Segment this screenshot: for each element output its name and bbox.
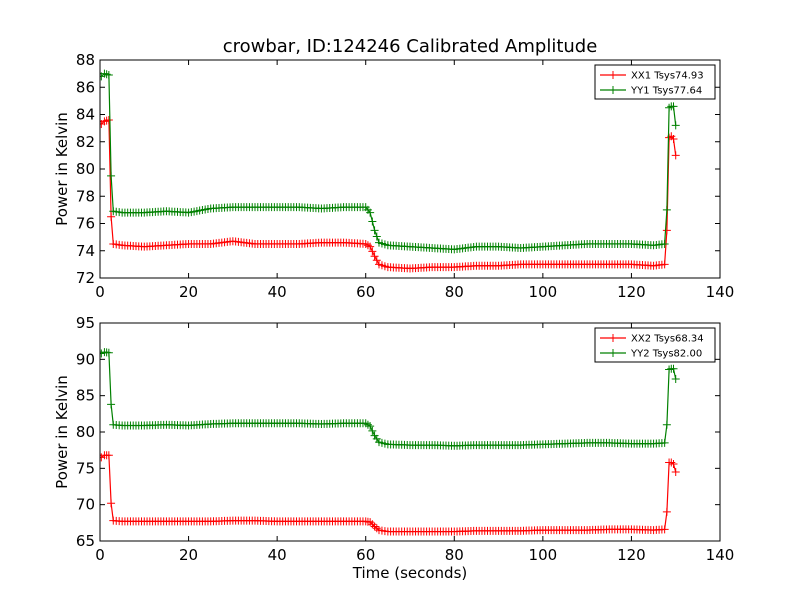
- data-point: [368, 217, 377, 226]
- legend-entry-yy2: YY2 Tsys82.00: [600, 349, 702, 360]
- x-tick-label: 140: [706, 283, 735, 301]
- series-layer-bottom: [100, 348, 680, 536]
- data-point: [669, 135, 678, 144]
- legend-label-yy2: YY2 Tsys82.00: [630, 349, 702, 360]
- data-point: [662, 205, 671, 214]
- x-tick-label: 40: [268, 546, 287, 564]
- data-point: [104, 451, 113, 460]
- data-point: [107, 212, 116, 221]
- data-point: [669, 102, 678, 111]
- y-tick-label: 74: [76, 242, 95, 260]
- y-tick-label: 88: [76, 51, 95, 69]
- legend-top: XX1 Tsys74.93 YY1 Tsys77.64: [594, 64, 716, 100]
- x-tick-label: 0: [95, 283, 105, 301]
- ticks-bottom: 0 20 40 60 80 100 120 140 65 70 75 80 85 90 95: [76, 314, 734, 564]
- data-point: [671, 121, 680, 130]
- data-point: [662, 226, 671, 235]
- data-point: [669, 459, 678, 468]
- legend-label-xx1: XX1 Tsys74.93: [631, 71, 704, 82]
- series-markers-0-1: [100, 69, 680, 254]
- data-point: [107, 171, 116, 180]
- data-point: [671, 374, 680, 383]
- y-tick-label: 70: [76, 496, 95, 514]
- data-point: [107, 400, 116, 409]
- data-point: [370, 252, 379, 261]
- chart-bottom: 0 20 40 60 80 100 120 140 65 70 75 80 85 90 95 Power i…: [53, 314, 734, 582]
- data-point: [366, 208, 375, 217]
- legend-marker: [609, 86, 617, 94]
- legend-entry-xx2: XX2 Tsys68.34: [600, 334, 704, 345]
- data-point: [372, 256, 381, 265]
- data-point: [662, 420, 671, 429]
- legend-marker: [609, 349, 617, 357]
- y-tick-label: 80: [76, 160, 95, 178]
- data-point: [366, 242, 375, 251]
- data-point: [107, 499, 116, 508]
- data-point: [104, 70, 113, 79]
- y-tick-label: 82: [76, 133, 95, 151]
- y-tick-label: 84: [76, 106, 95, 124]
- series-markers-1-0: [100, 451, 680, 536]
- x-tick-label: 140: [706, 546, 735, 564]
- data-point: [660, 438, 669, 447]
- y-tick-label: 90: [76, 350, 95, 368]
- legend-bottom: XX2 Tsys68.34 YY2 Tsys82.00: [594, 327, 716, 363]
- x-tick-label: 60: [356, 283, 375, 301]
- y-tick-label: 72: [76, 269, 95, 287]
- x-tick-label: 100: [529, 546, 558, 564]
- legend-box-top: [594, 64, 716, 100]
- chart-top: 0 20 40 60 80 100 120 140 72 74 76 78 80 82 84 86 88 cro…: [53, 36, 734, 301]
- x-axis-label-bottom: Time (seconds): [352, 564, 468, 582]
- series-markers-1-1: [100, 348, 680, 450]
- data-point: [104, 115, 113, 124]
- data-point: [104, 348, 113, 357]
- data-point: [372, 232, 381, 241]
- ticks-top: 0 20 40 60 80 100 120 140 72 74 76 78 80 82 84 86 88: [76, 51, 734, 301]
- chart-title: crowbar, ID:124246 Calibrated Amplitude: [223, 36, 598, 57]
- data-point: [366, 422, 375, 431]
- data-point: [370, 226, 379, 235]
- x-tick-label: 80: [445, 283, 464, 301]
- y-tick-label: 75: [76, 459, 95, 477]
- x-tick-label: 20: [179, 283, 198, 301]
- legend-entry-yy1: YY1 Tsys77.64: [600, 86, 702, 97]
- y-tick-label: 86: [76, 78, 95, 96]
- y-tick-label: 76: [76, 215, 95, 233]
- x-tick-label: 80: [445, 546, 464, 564]
- legend-box-bottom: [594, 327, 716, 363]
- data-point: [662, 507, 671, 516]
- x-tick-label: 0: [95, 546, 105, 564]
- legend-marker: [609, 71, 617, 79]
- x-tick-label: 40: [268, 283, 287, 301]
- y-axis-label-bottom: Power in Kelvin: [53, 375, 71, 489]
- series-layer-top: [100, 69, 680, 273]
- data-point: [671, 151, 680, 160]
- y-tick-label: 80: [76, 423, 95, 441]
- y-tick-label: 85: [76, 387, 95, 405]
- legend-label-xx2: XX2 Tsys68.34: [631, 334, 704, 345]
- data-point: [368, 247, 377, 256]
- y-tick-label: 78: [76, 187, 95, 205]
- x-tick-label: 20: [179, 546, 198, 564]
- data-point: [660, 525, 669, 534]
- y-axis-label-top: Power in Kelvin: [53, 112, 71, 226]
- legend-entry-xx1: XX1 Tsys74.93: [600, 71, 704, 82]
- data-point: [669, 364, 678, 373]
- data-point: [660, 239, 669, 248]
- data-point: [671, 467, 680, 476]
- x-tick-label: 120: [617, 283, 646, 301]
- data-point: [368, 426, 377, 435]
- x-tick-label: 60: [356, 546, 375, 564]
- y-tick-label: 95: [76, 314, 95, 332]
- x-tick-label: 100: [529, 283, 558, 301]
- x-tick-label: 120: [617, 546, 646, 564]
- series-markers-0-0: [100, 115, 680, 273]
- legend-label-yy1: YY1 Tsys77.64: [630, 86, 702, 97]
- legend-marker: [609, 334, 617, 342]
- y-tick-label: 65: [76, 532, 95, 550]
- data-point: [660, 260, 669, 269]
